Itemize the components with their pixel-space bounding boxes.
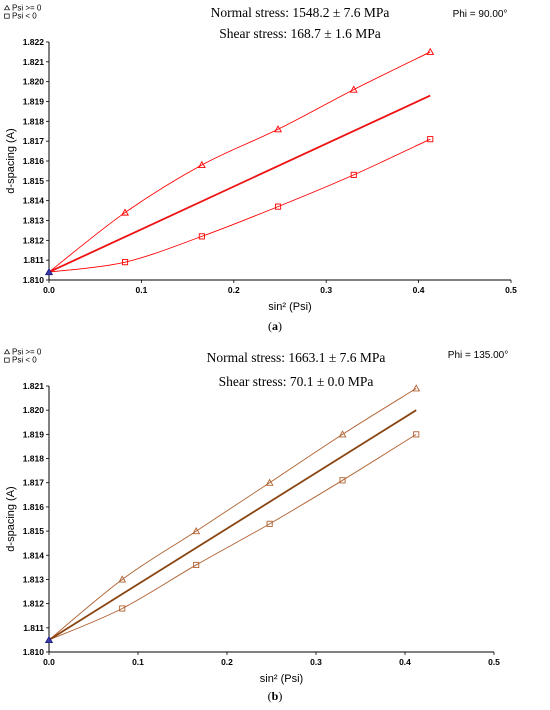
y-tick-label: 1.817 bbox=[23, 478, 45, 488]
x-tick-label: 0.5 bbox=[505, 285, 517, 295]
data-point-triangle bbox=[265, 478, 274, 486]
x-axis-title: sin² (Psi) bbox=[260, 673, 303, 685]
caption-close-paren: ) bbox=[278, 689, 282, 703]
y-tick-label: 1.810 bbox=[23, 647, 45, 657]
caption-letter: b bbox=[272, 689, 279, 703]
panel-caption: (a) bbox=[268, 319, 282, 333]
y-axis-title: d-spacing (A) bbox=[5, 128, 17, 193]
y-tick-label: 1.819 bbox=[23, 97, 45, 107]
y-tick-label: 1.812 bbox=[23, 599, 45, 609]
caption-open-paren: ( bbox=[268, 689, 272, 703]
y-tick-label: 1.816 bbox=[23, 156, 45, 166]
data-point-triangle bbox=[192, 526, 201, 535]
legend-triangle-marker bbox=[3, 4, 11, 11]
y-tick-label: 1.818 bbox=[23, 116, 45, 126]
x-tick-label: 0.1 bbox=[135, 285, 147, 295]
y-tick-label: 1.821 bbox=[23, 381, 45, 391]
y-tick-label: 1.815 bbox=[23, 526, 45, 536]
phi-annotation: Phi = 135.00° bbox=[448, 350, 508, 361]
linear-fit-line bbox=[48, 409, 417, 641]
x-tick-label: 0.0 bbox=[43, 657, 55, 667]
x-tick-label: 0.4 bbox=[399, 657, 411, 667]
data-point-square bbox=[350, 171, 357, 178]
data-point-triangle bbox=[197, 160, 206, 168]
y-tick-label: 1.820 bbox=[23, 77, 45, 87]
caption-open-paren: ( bbox=[268, 319, 272, 333]
series-curve-psi-negative bbox=[48, 138, 431, 273]
legend-label: Psi < 0 bbox=[12, 12, 37, 21]
y-tick-label: 1.811 bbox=[23, 623, 44, 633]
y-tick-label: 1.814 bbox=[23, 550, 45, 560]
legend-label: Psi < 0 bbox=[12, 356, 37, 365]
x-tick-label: 0.0 bbox=[43, 285, 55, 295]
y-axis-title: d-spacing (A) bbox=[5, 486, 17, 551]
x-tick-label: 0.4 bbox=[413, 285, 425, 295]
data-point-square bbox=[193, 561, 200, 568]
caption-letter: a bbox=[272, 319, 278, 333]
x-tick-label: 0.5 bbox=[488, 657, 500, 667]
x-tick-label: 0.1 bbox=[132, 657, 144, 667]
y-tick-label: 1.810 bbox=[23, 275, 45, 285]
data-point-triangle bbox=[121, 208, 130, 216]
y-tick-label: 1.815 bbox=[23, 176, 45, 186]
data-point-square bbox=[275, 203, 282, 210]
data-point-triangle bbox=[274, 125, 283, 133]
data-point-square bbox=[413, 431, 420, 438]
legend-triangle-marker bbox=[3, 348, 11, 355]
y-tick-label: 1.812 bbox=[23, 235, 45, 245]
chart-panel-b: 1.810 1.811 1.812 1.813 1.814 1.815 1.816 1.817… bbox=[3, 348, 508, 703]
series-curve-psi-positive bbox=[48, 51, 431, 273]
legend-square-marker bbox=[4, 357, 10, 363]
data-point-square bbox=[119, 605, 126, 612]
data-point-square bbox=[198, 233, 205, 240]
shear-stress-annotation: Shear stress: 70.1 ± 0.0 MPa bbox=[219, 374, 374, 389]
normal-stress-annotation: Normal stress: 1548.2 ± 7.6 MPa bbox=[211, 5, 390, 20]
legend-label: Psi >= 0 bbox=[12, 4, 42, 13]
x-tick-label: 0.2 bbox=[228, 285, 240, 295]
y-tick-label: 1.816 bbox=[23, 502, 45, 512]
y-tick-label: 1.813 bbox=[23, 216, 45, 226]
x-tick-label: 0.3 bbox=[320, 285, 332, 295]
normal-stress-annotation: Normal stress: 1663.1 ± 7.6 MPa bbox=[207, 350, 386, 365]
shear-stress-annotation: Shear stress: 168.7 ± 1.6 MPa bbox=[219, 26, 381, 41]
data-point-triangle bbox=[426, 47, 435, 55]
phi-annotation: Phi = 90.00° bbox=[453, 9, 508, 20]
chart-panel-a: 1.810 1.811 1.812 1.813 1.814 1.815 1.816 1.817… bbox=[3, 4, 517, 333]
y-tick-label: 1.813 bbox=[23, 574, 45, 584]
data-point-square bbox=[266, 520, 273, 527]
series-curve-psi-negative bbox=[48, 433, 417, 641]
legend-label: Psi >= 0 bbox=[12, 348, 42, 357]
y-tick-label: 1.817 bbox=[23, 136, 45, 146]
y-tick-label: 1.818 bbox=[23, 454, 45, 464]
caption-close-paren: ) bbox=[278, 319, 282, 333]
linear-fit-line bbox=[48, 94, 431, 273]
y-tick-label: 1.814 bbox=[23, 196, 45, 206]
y-tick-label: 1.821 bbox=[23, 57, 45, 67]
data-point-square bbox=[339, 477, 346, 484]
origin-data-point bbox=[44, 635, 54, 644]
data-point-triangle bbox=[349, 85, 358, 93]
data-point-square bbox=[427, 136, 434, 143]
y-tick-label: 1.811 bbox=[23, 255, 44, 265]
x-tick-label: 0.3 bbox=[310, 657, 322, 667]
y-tick-label: 1.820 bbox=[23, 405, 45, 415]
x-tick-label: 0.2 bbox=[221, 657, 233, 667]
origin-data-point bbox=[44, 267, 54, 276]
x-axis-title: sin² (Psi) bbox=[268, 301, 311, 313]
y-tick-label: 1.819 bbox=[23, 429, 45, 439]
data-point-square bbox=[121, 259, 129, 266]
panel-caption: (b) bbox=[268, 689, 283, 703]
data-point-triangle bbox=[118, 575, 127, 583]
data-point-triangle bbox=[338, 430, 347, 438]
series-curve-psi-positive bbox=[48, 388, 417, 641]
y-tick-label: 1.822 bbox=[23, 37, 45, 47]
data-point-triangle bbox=[412, 384, 421, 392]
legend-square-marker bbox=[4, 13, 10, 19]
